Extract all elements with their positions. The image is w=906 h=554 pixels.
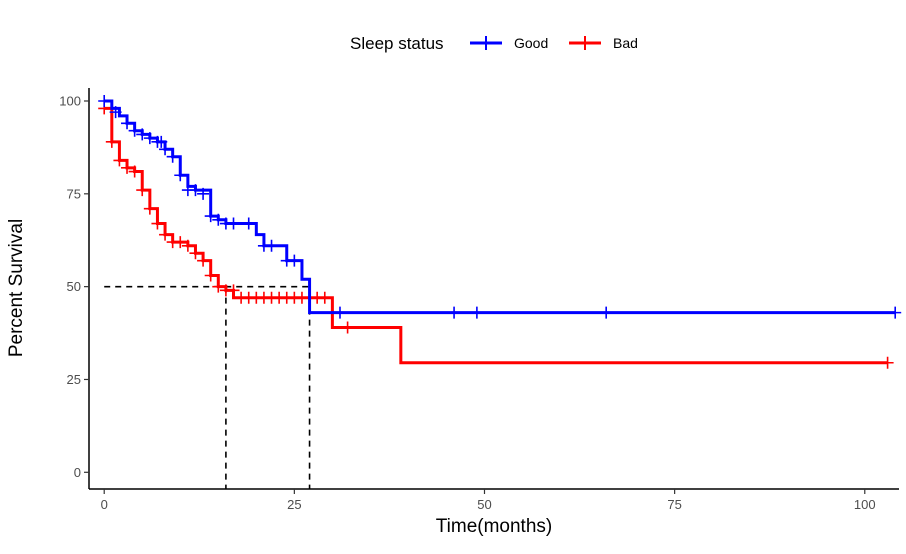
censor-mark: [227, 284, 240, 297]
censor-mark: [204, 269, 217, 282]
y-tick-label: 25: [67, 372, 81, 387]
legend-label-good: Good: [514, 35, 548, 51]
censor-mark: [113, 154, 126, 167]
legend: Sleep status Good Bad: [350, 34, 638, 53]
censor-mark: [174, 236, 187, 249]
median-reference-lines: [104, 285, 311, 489]
y-tick-label: 100: [59, 93, 81, 108]
censor-mark: [341, 321, 354, 334]
censor-mark: [288, 254, 301, 267]
censor-mark: [889, 306, 902, 319]
censor-mark: [197, 187, 210, 200]
censor-mark: [242, 217, 255, 230]
censor-mark: [98, 94, 111, 107]
censor-mark: [143, 202, 156, 215]
censor-mark: [166, 150, 179, 163]
censor-mark: [204, 210, 217, 223]
censor-mark: [189, 247, 202, 260]
censor-mark: [318, 291, 331, 304]
censor-mark: [121, 161, 134, 174]
x-axis-title: Time(months): [436, 516, 552, 537]
x-tick-label: 50: [477, 497, 491, 512]
x-tick-label: 100: [854, 497, 876, 512]
y-tick-label: 75: [67, 186, 81, 201]
censor-mark: [212, 213, 225, 226]
x-ticks: 0 25 50 75 100: [101, 489, 876, 512]
censor-mark: [143, 132, 156, 145]
censor-mark: [174, 169, 187, 182]
legend-title: Sleep status: [350, 34, 444, 53]
censor-mark: [189, 184, 202, 197]
censor-mark: [109, 106, 122, 119]
censor-mark: [448, 306, 461, 319]
censor-mark: [181, 239, 194, 252]
censor-mark: [128, 165, 141, 178]
series-layer: [98, 94, 902, 369]
series-good: [98, 94, 902, 319]
censor-mark: [105, 135, 118, 148]
censor-mark: [470, 306, 483, 319]
legend-label-bad: Bad: [613, 35, 638, 51]
censor-mark: [128, 124, 141, 137]
y-tick-label: 50: [67, 279, 81, 294]
censor-mark: [159, 143, 172, 156]
y-axis-title: Percent Survival: [6, 219, 27, 357]
x-tick-label: 25: [287, 497, 301, 512]
censor-mark: [155, 135, 168, 148]
censor-mark: [159, 228, 172, 241]
series-bad: [98, 102, 894, 369]
censor-mark: [197, 254, 210, 267]
series-line-good: [104, 99, 896, 315]
x-tick-label: 0: [101, 497, 108, 512]
series-line-bad: [104, 106, 888, 365]
censor-mark: [227, 217, 240, 230]
censor-mark: [212, 280, 225, 293]
y-tick-label: 0: [74, 465, 81, 480]
censor-mark: [265, 239, 278, 252]
censor-mark: [136, 184, 149, 197]
censor-mark: [333, 306, 346, 319]
x-tick-label: 75: [667, 497, 681, 512]
censor-mark: [136, 128, 149, 141]
censor-mark: [600, 306, 613, 319]
censor-mark: [881, 356, 894, 369]
y-ticks: 0 25 50 75 100: [59, 93, 89, 480]
censor-mark: [151, 217, 164, 230]
censor-mark: [121, 117, 134, 130]
